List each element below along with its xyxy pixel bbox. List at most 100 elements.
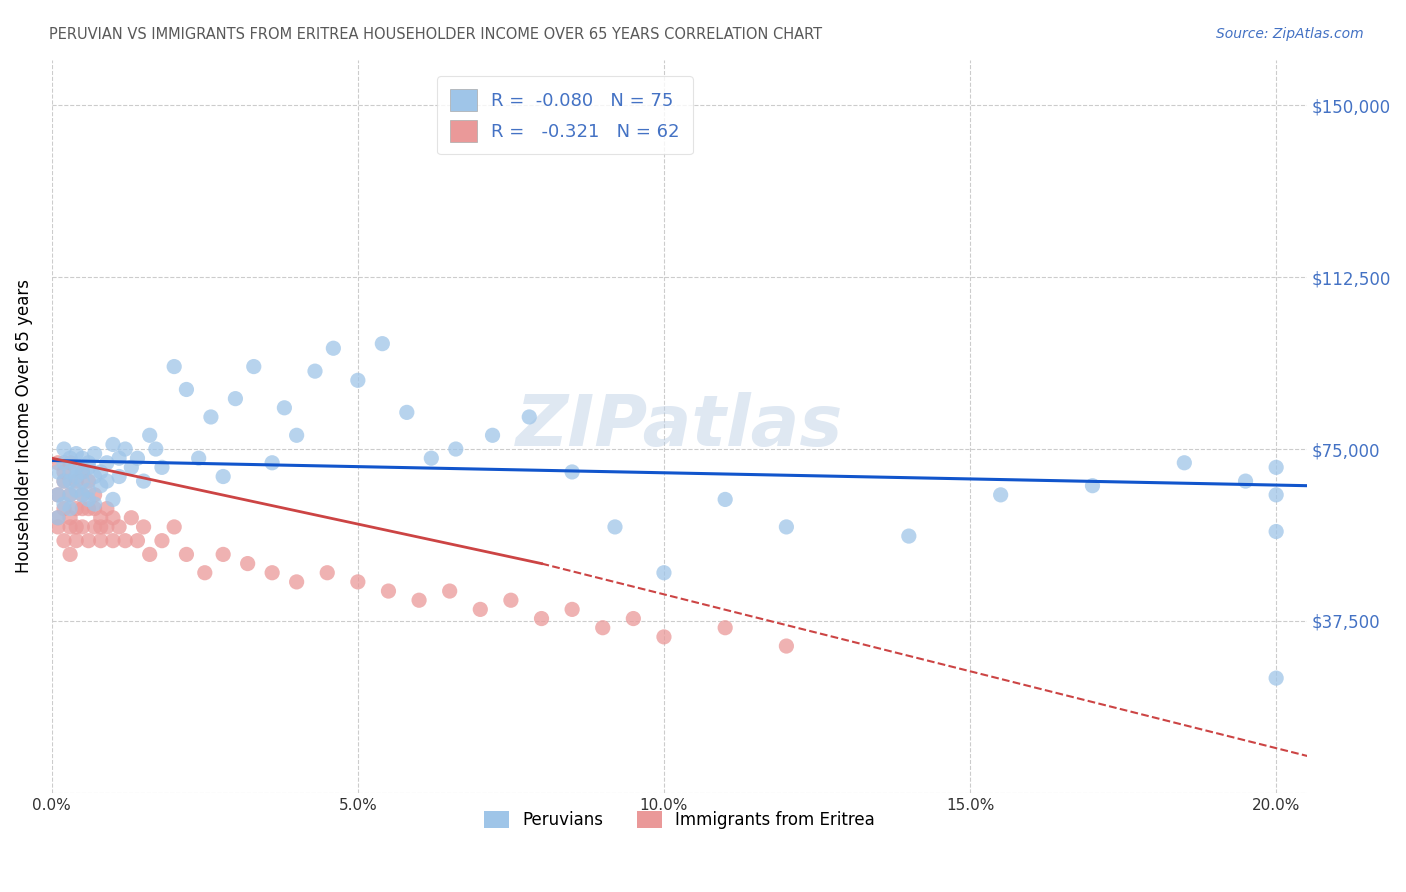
Point — [83, 488, 105, 502]
Point — [775, 520, 797, 534]
Point — [990, 488, 1012, 502]
Point — [420, 451, 443, 466]
Text: ZIPatlas: ZIPatlas — [516, 392, 844, 460]
Point — [83, 501, 105, 516]
Point — [114, 533, 136, 548]
Point — [652, 566, 675, 580]
Point — [72, 465, 94, 479]
Point — [621, 611, 644, 625]
Point — [65, 469, 87, 483]
Point — [530, 611, 553, 625]
Point — [347, 574, 370, 589]
Point — [262, 456, 284, 470]
Text: PERUVIAN VS IMMIGRANTS FROM ERITREA HOUSEHOLDER INCOME OVER 65 YEARS CORRELATION: PERUVIAN VS IMMIGRANTS FROM ERITREA HOUS… — [49, 27, 823, 42]
Point — [1265, 460, 1288, 475]
Point — [72, 451, 94, 466]
Point — [499, 593, 522, 607]
Point — [46, 510, 69, 524]
Point — [96, 474, 118, 488]
Point — [53, 465, 76, 479]
Point — [53, 533, 76, 548]
Point — [652, 630, 675, 644]
Point — [53, 497, 76, 511]
Point — [46, 456, 69, 470]
Point — [1081, 478, 1104, 492]
Point — [145, 442, 167, 456]
Text: Source: ZipAtlas.com: Source: ZipAtlas.com — [1216, 27, 1364, 41]
Point — [83, 447, 105, 461]
Point — [470, 602, 492, 616]
Point — [72, 474, 94, 488]
Point — [561, 465, 583, 479]
Point — [322, 341, 344, 355]
Point — [176, 383, 198, 397]
Point — [46, 510, 69, 524]
Point — [96, 456, 118, 470]
Point — [176, 548, 198, 562]
Point — [77, 483, 100, 498]
Point — [224, 392, 246, 406]
Point — [65, 520, 87, 534]
Point — [714, 492, 737, 507]
Point — [163, 359, 186, 374]
Point — [120, 510, 142, 524]
Point — [897, 529, 920, 543]
Point — [108, 520, 131, 534]
Point — [517, 409, 540, 424]
Point — [90, 520, 112, 534]
Point — [101, 437, 124, 451]
Point — [59, 510, 82, 524]
Point — [59, 488, 82, 502]
Point — [138, 428, 160, 442]
Point — [77, 533, 100, 548]
Point — [101, 492, 124, 507]
Point — [53, 501, 76, 516]
Point — [481, 428, 503, 442]
Point — [150, 460, 173, 475]
Point — [1265, 671, 1288, 685]
Point — [77, 492, 100, 507]
Point — [59, 548, 82, 562]
Point — [138, 548, 160, 562]
Point — [46, 465, 69, 479]
Point — [127, 451, 149, 466]
Point — [408, 593, 430, 607]
Point — [371, 336, 394, 351]
Point — [90, 533, 112, 548]
Point — [603, 520, 626, 534]
Point — [90, 510, 112, 524]
Point — [132, 474, 155, 488]
Point — [65, 447, 87, 461]
Point — [273, 401, 295, 415]
Point — [72, 465, 94, 479]
Point — [65, 501, 87, 516]
Point — [163, 520, 186, 534]
Y-axis label: Householder Income Over 65 years: Householder Income Over 65 years — [15, 279, 32, 574]
Point — [96, 501, 118, 516]
Point — [77, 456, 100, 470]
Point — [101, 533, 124, 548]
Point — [592, 621, 614, 635]
Point — [714, 621, 737, 635]
Point — [65, 533, 87, 548]
Point — [90, 465, 112, 479]
Point — [96, 520, 118, 534]
Point — [59, 451, 82, 466]
Point — [347, 373, 370, 387]
Point — [212, 548, 235, 562]
Point — [101, 510, 124, 524]
Point — [285, 428, 308, 442]
Point — [1265, 488, 1288, 502]
Point — [46, 488, 69, 502]
Point — [65, 483, 87, 498]
Point — [72, 488, 94, 502]
Point — [83, 469, 105, 483]
Point — [561, 602, 583, 616]
Point — [59, 465, 82, 479]
Point — [53, 442, 76, 456]
Point — [150, 533, 173, 548]
Point — [187, 451, 209, 466]
Point — [395, 405, 418, 419]
Point — [77, 474, 100, 488]
Point — [285, 574, 308, 589]
